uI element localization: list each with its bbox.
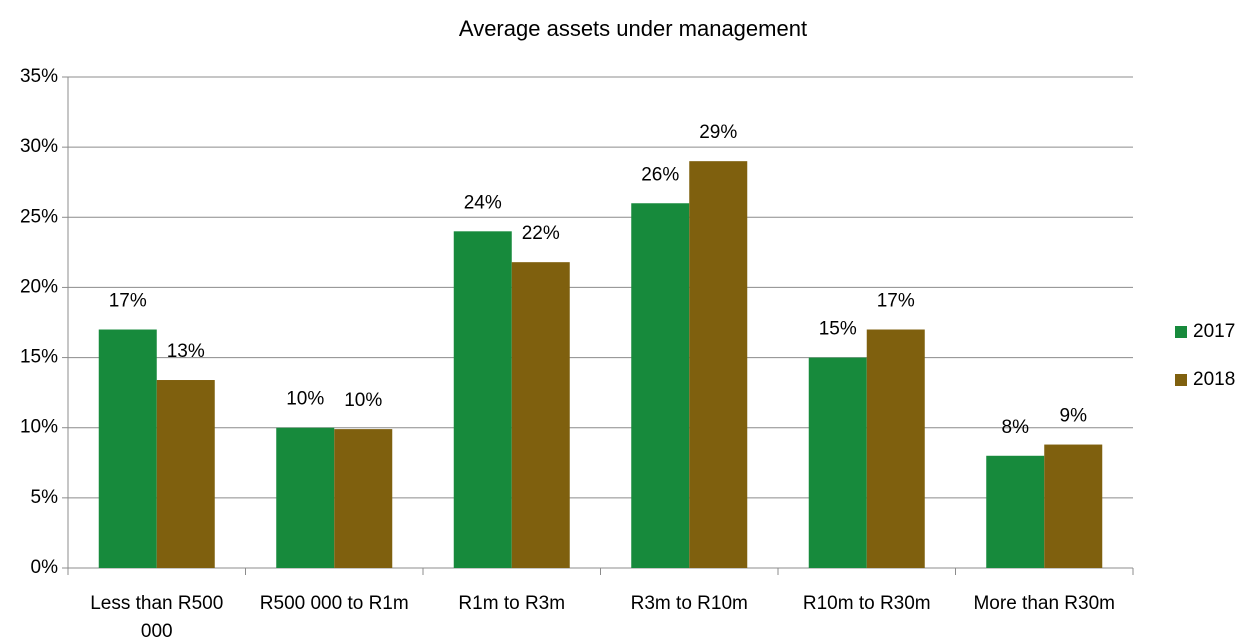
legend-swatch	[1175, 326, 1187, 338]
data-label: 17%	[109, 291, 147, 312]
bar	[276, 427, 335, 568]
bar	[1044, 444, 1103, 568]
bar	[689, 161, 748, 568]
y-tick-label: 20%	[20, 276, 58, 297]
data-label: 29%	[699, 122, 737, 143]
data-label: 10%	[286, 389, 324, 410]
data-label: 15%	[819, 319, 857, 340]
bar	[453, 231, 512, 569]
x-tick-label: R10m to R30m	[803, 593, 931, 614]
data-label: 8%	[1002, 417, 1030, 438]
legend-label: 2017	[1193, 321, 1235, 342]
bar	[334, 429, 393, 568]
data-label: 24%	[464, 192, 502, 213]
data-label: 13%	[167, 341, 205, 362]
bar	[511, 262, 570, 568]
data-label: 9%	[1060, 406, 1088, 427]
y-tick-label: 0%	[31, 557, 59, 578]
bar	[986, 455, 1045, 568]
x-tick-label: Less than R500 000	[90, 593, 223, 642]
chart-title: Average assets under management	[459, 16, 807, 41]
legend-label: 2018	[1193, 369, 1235, 390]
bar	[156, 380, 215, 568]
bar	[808, 357, 867, 568]
y-tick-label: 10%	[20, 417, 58, 438]
x-tick-label: R3m to R10m	[631, 593, 748, 614]
y-tick-label: 30%	[20, 136, 58, 157]
bar	[866, 329, 925, 568]
y-tick-label: 15%	[20, 347, 58, 368]
y-tick-label: 25%	[20, 206, 58, 227]
data-label: 22%	[522, 223, 560, 244]
bar	[631, 203, 690, 568]
y-tick-label: 35%	[20, 66, 58, 87]
x-tick-label: R1m to R3m	[458, 593, 565, 614]
x-tick-label: R500 000 to R1m	[260, 593, 409, 614]
legend-swatch	[1175, 374, 1187, 386]
bar	[98, 329, 157, 568]
x-tick-label: More than R30m	[973, 593, 1115, 614]
data-label: 17%	[877, 291, 915, 312]
data-label: 10%	[344, 390, 382, 411]
y-tick-label: 5%	[31, 487, 59, 508]
data-label: 26%	[641, 164, 679, 185]
